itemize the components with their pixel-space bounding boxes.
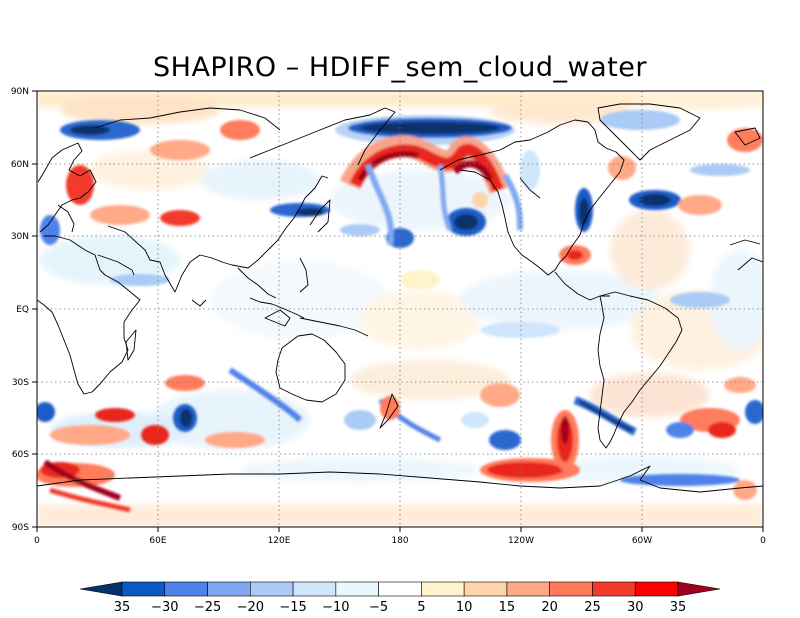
colorbar-label: −20	[237, 600, 264, 615]
colorbar-label: 20	[541, 600, 558, 615]
colorbar-min-triangle	[79, 581, 123, 597]
colorbar-label: −25	[194, 600, 221, 615]
colorbar-swatch	[250, 581, 294, 597]
colorbar-label: 15	[499, 600, 516, 615]
colorbar-swatch	[592, 581, 636, 597]
colorbar-swatch	[378, 581, 422, 597]
colorbar-swatch	[207, 581, 251, 597]
x-tick-label: 120E	[268, 536, 291, 546]
x-tick-label: 180	[391, 536, 408, 546]
x-tick-label: 0	[34, 536, 40, 546]
colorbar-swatch	[549, 581, 593, 597]
colorbar-swatch	[121, 581, 166, 597]
colorbar-label: 5	[417, 600, 425, 615]
x-tick-label: 60W	[632, 536, 652, 546]
map-title: SHAPIRO – HDIFF_sem_cloud_water	[153, 52, 647, 83]
x-tick-label: 120W	[508, 536, 534, 546]
colorbar-swatch	[335, 581, 379, 597]
colorbar-swatch	[164, 581, 208, 597]
colorbar-swatch	[421, 581, 465, 597]
colorbar-label: −10	[322, 600, 349, 615]
y-axis-labels: 90N 60N 30N EQ 30S 60S 90S	[11, 87, 29, 533]
y-tick-label: 60N	[11, 160, 29, 170]
colorbar-swatch	[506, 581, 550, 597]
colorbar-max-triangle	[677, 581, 721, 597]
y-tick-label: EQ	[16, 305, 29, 315]
graticule	[37, 91, 763, 527]
colorbar-label: 10	[456, 600, 473, 615]
colorbar-swatch	[292, 581, 337, 597]
colorbar-label: −30	[151, 600, 178, 615]
x-tick-label: 0	[760, 536, 766, 546]
x-axis-labels: 0 60E 120E 180 120W 60W 0	[34, 536, 766, 546]
colorbar-label: −15	[279, 600, 306, 615]
colorbar-label: 35	[114, 600, 131, 615]
y-tick-label: 90S	[12, 523, 29, 533]
colorbar-label: 35	[670, 600, 687, 615]
x-tick-label: 60E	[149, 536, 166, 546]
coastlines	[37, 103, 763, 493]
colorbar-label: 25	[584, 600, 601, 615]
shaded-field	[37, 91, 763, 527]
colorbar: 35 −30 −25 −20 −15 −10 −5 5 10 15 20 25 30 35	[79, 581, 721, 615]
colorbar-label: −5	[369, 600, 388, 615]
y-tick-label: 90N	[11, 87, 29, 97]
y-tick-label: 30N	[11, 232, 29, 242]
y-tick-label: 60S	[12, 450, 29, 460]
y-tick-label: 30S	[12, 378, 29, 388]
colorbar-label: 30	[627, 600, 644, 615]
axis-ticks	[32, 90, 764, 532]
colorbar-swatch	[634, 581, 679, 597]
colorbar-swatch	[463, 581, 508, 597]
